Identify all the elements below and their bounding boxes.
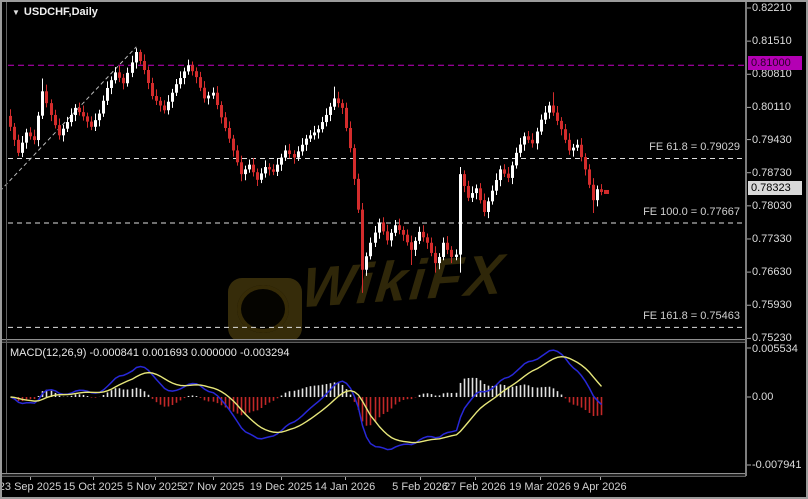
window-border-bottom (0, 497, 808, 499)
date-tick: 27 Nov 2025 (181, 481, 245, 493)
fib-label-1000[interactable]: FE 100.0 = 0.77667 (643, 206, 740, 218)
wikifx-logo-icon (228, 278, 302, 342)
macd-axis-tick: 0.005534 (752, 343, 798, 355)
price-tick: 0.80110 (752, 101, 791, 113)
date-tick: 19 Dec 2025 (249, 481, 313, 493)
round-level-price-box: 0.81000 (748, 56, 802, 70)
price-tick: 0.75930 (752, 299, 792, 311)
price-tick: 0.77330 (752, 233, 792, 245)
price-tick: 0.80810 (752, 68, 792, 80)
fib-label-1618[interactable]: FE 161.8 = 0.75463 (643, 310, 740, 322)
panel-separator[interactable] (2, 339, 746, 343)
price-tick: 0.78730 (752, 167, 792, 179)
date-tick: 27 Feb 2026 (444, 481, 506, 493)
window-border-right (806, 0, 808, 499)
macd-indicator-header: MACD(12,26,9) -0.000841 0.001693 0.00000… (10, 347, 290, 359)
price-tick: 0.79430 (752, 134, 792, 146)
chart-left-border (6, 2, 7, 473)
date-tick: 19 Mar 2026 (509, 481, 571, 493)
oneclick-dropdown-icon[interactable]: ▼ (12, 8, 20, 17)
macd-axis-tick: 0.00 (752, 391, 774, 403)
date-tick: 23 Sep 2025 (0, 481, 62, 493)
current-price-box: 0.78323 (748, 181, 802, 195)
price-tick: 0.81510 (752, 35, 792, 47)
symbol-label: ▼ USDCHF,Daily (12, 6, 98, 18)
price-tick: 0.76630 (752, 266, 792, 278)
date-tick: 5 Feb 2026 (392, 481, 448, 493)
date-tick: 15 Oct 2025 (63, 481, 123, 493)
fib-label-618[interactable]: FE 61.8 = 0.79029 (649, 141, 740, 153)
window-border-top (0, 0, 808, 2)
price-tick: 0.75230 (752, 332, 792, 344)
time-axis-separator (2, 473, 746, 477)
date-tick: 5 Nov 2025 (126, 481, 184, 493)
price-tick: 0.82210 (752, 2, 792, 14)
date-tick: 14 Jan 2026 (314, 481, 376, 493)
price-axis-separator (745, 2, 747, 476)
macd-axis-tick: -0.007941 (752, 459, 802, 471)
window-border-left (0, 0, 2, 499)
price-tick: 0.78030 (752, 200, 792, 212)
symbol-period-text: USDCHF,Daily (23, 6, 98, 18)
date-tick: 9 Apr 2026 (573, 481, 627, 493)
